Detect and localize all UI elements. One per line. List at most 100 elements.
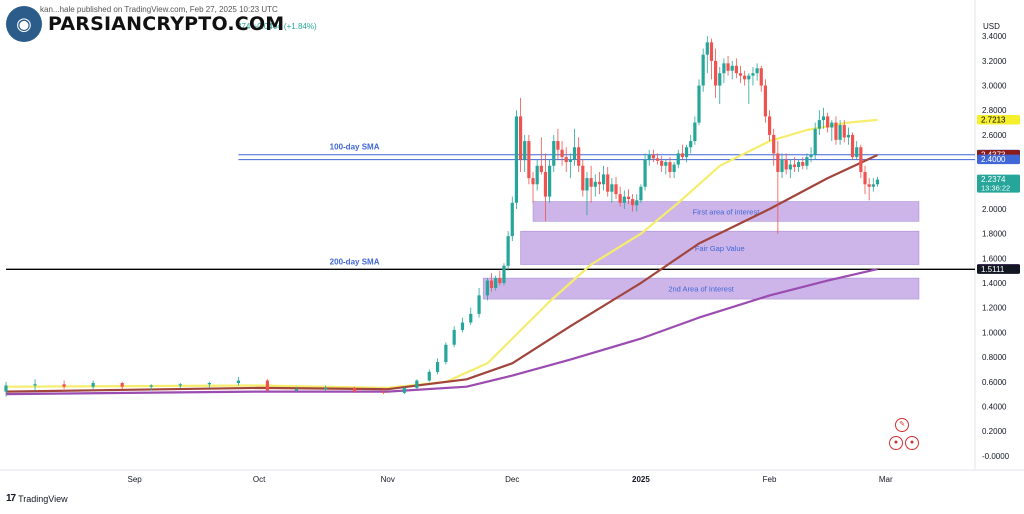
candle-body bbox=[91, 383, 95, 387]
x-tick-label: Nov bbox=[381, 475, 395, 484]
candle-body bbox=[577, 147, 581, 166]
candle bbox=[647, 149, 651, 166]
candle bbox=[452, 326, 456, 348]
candle bbox=[680, 144, 685, 160]
candle bbox=[523, 134, 527, 172]
published-line: kan...hale published on TradingView.com,… bbox=[40, 5, 278, 14]
candle-body bbox=[647, 154, 651, 160]
us-flag-event-icon[interactable]: ● bbox=[889, 436, 903, 450]
candle bbox=[655, 153, 660, 165]
candle bbox=[444, 342, 448, 365]
candle-body bbox=[838, 125, 842, 140]
candle bbox=[427, 369, 431, 382]
tradingview-logo-icon: 17 bbox=[6, 493, 16, 504]
candle-body bbox=[494, 278, 498, 288]
logo-text: PARSIANCRYPTO.COM bbox=[48, 13, 285, 35]
y-tick-label: 1.6000 bbox=[982, 254, 1007, 263]
line-label: 200-day SMA bbox=[330, 258, 380, 267]
candle bbox=[701, 48, 705, 92]
candle-body bbox=[655, 158, 660, 161]
candle-body bbox=[527, 141, 531, 179]
candle bbox=[834, 116, 838, 145]
candle-body bbox=[585, 178, 589, 191]
candle-body bbox=[593, 181, 597, 187]
candle-body bbox=[684, 147, 689, 158]
candle-body bbox=[875, 179, 880, 185]
candle-body bbox=[776, 153, 780, 172]
candle bbox=[294, 386, 299, 392]
price-label-bg bbox=[977, 114, 1020, 125]
candle bbox=[626, 189, 631, 205]
candle bbox=[614, 176, 618, 200]
price-label-bg bbox=[977, 174, 1020, 193]
y-tick-label: 1.4000 bbox=[982, 279, 1007, 288]
candle bbox=[809, 147, 813, 163]
price-change: 374 +0.0404 (+1.84%) bbox=[237, 22, 317, 31]
candle bbox=[863, 165, 867, 195]
candle-body bbox=[855, 147, 859, 158]
x-tick-label: Feb bbox=[763, 475, 777, 484]
candle-body bbox=[767, 116, 772, 135]
candle bbox=[684, 144, 689, 163]
candle bbox=[751, 67, 755, 86]
candle-body bbox=[817, 120, 821, 129]
candle-body bbox=[730, 65, 734, 71]
candle-body bbox=[676, 153, 680, 165]
event-marker-icon[interactable]: ✎ bbox=[895, 418, 909, 432]
candle bbox=[469, 307, 473, 325]
candle-body bbox=[452, 329, 456, 345]
candle-body bbox=[813, 128, 817, 155]
candle bbox=[875, 176, 880, 187]
candle-body bbox=[352, 387, 357, 392]
tradingview-brand[interactable]: 17 TradingView bbox=[6, 493, 68, 504]
candle bbox=[514, 110, 519, 209]
zone-rect bbox=[532, 201, 920, 222]
candle-body bbox=[518, 116, 523, 160]
candle-body bbox=[709, 42, 714, 61]
candle bbox=[797, 159, 801, 172]
us-flag-event-icon[interactable]: ● bbox=[905, 436, 919, 450]
candle-body bbox=[469, 313, 473, 323]
candle bbox=[510, 196, 514, 242]
y-tick-label: 0.6000 bbox=[982, 378, 1007, 387]
currency-label[interactable]: USD bbox=[983, 22, 1000, 31]
candle-body bbox=[502, 265, 506, 284]
candle-body bbox=[809, 154, 813, 158]
candle bbox=[643, 153, 647, 191]
candle-body bbox=[614, 184, 618, 195]
y-tick-label: 0.2000 bbox=[982, 427, 1007, 436]
candle-body bbox=[714, 60, 718, 86]
candle bbox=[581, 159, 585, 197]
candle bbox=[838, 120, 842, 145]
candle-body bbox=[120, 383, 124, 387]
candle bbox=[788, 159, 792, 179]
event-markers[interactable]: ✎ ● ● bbox=[887, 418, 919, 452]
candle bbox=[726, 55, 730, 76]
candle bbox=[850, 132, 855, 160]
candle-body bbox=[597, 181, 602, 185]
candle-body bbox=[842, 125, 846, 138]
zone-rect bbox=[520, 230, 920, 265]
x-tick-label: Oct bbox=[253, 475, 266, 484]
x-tick-label: 2025 bbox=[632, 475, 650, 484]
candle-body bbox=[738, 73, 743, 76]
candle bbox=[660, 155, 664, 172]
candle bbox=[767, 110, 772, 142]
y-tick-label: 2.0000 bbox=[982, 205, 1007, 214]
y-tick-label: 2.8000 bbox=[982, 106, 1007, 115]
candle-body bbox=[672, 164, 676, 172]
candle-body bbox=[514, 116, 519, 203]
candle bbox=[402, 386, 406, 395]
candle bbox=[556, 128, 560, 160]
price-label-countdown: 13:36:22 bbox=[981, 184, 1010, 193]
candle bbox=[722, 58, 726, 84]
candle bbox=[792, 157, 797, 172]
candle bbox=[730, 60, 734, 80]
candle-body bbox=[427, 371, 431, 381]
candle-body bbox=[660, 160, 664, 166]
candle bbox=[601, 165, 606, 191]
y-tick-label: 3.2000 bbox=[982, 57, 1007, 66]
candle-body bbox=[772, 134, 776, 154]
candle bbox=[149, 384, 153, 391]
